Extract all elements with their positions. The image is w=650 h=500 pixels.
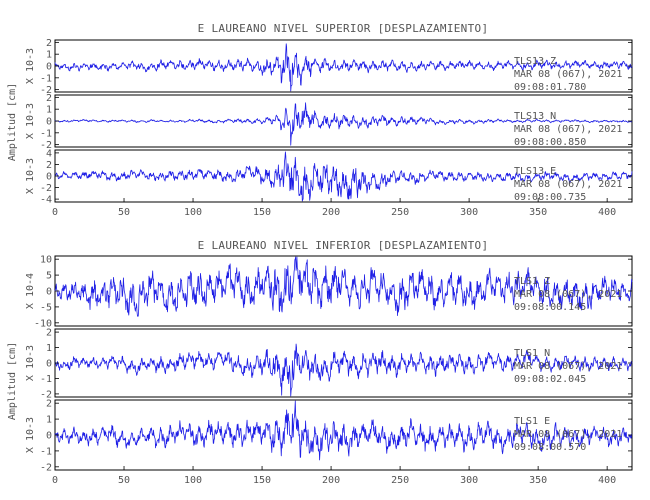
x-tick-label: 0 [52, 475, 58, 486]
y-tick-label-tls13-e: -2 [40, 183, 52, 194]
date-label-tls13-n: MAR 08 (067), 2021 [514, 124, 622, 135]
y-tick-label-tls1-z: -10 [34, 318, 52, 329]
station-label-tls1-n: TLS1 N [514, 348, 550, 359]
trace-tls1-n [54, 343, 633, 397]
chart-title-superior: E LAUREANO NIVEL SUPERIOR [DESPLAZAMIENT… [198, 22, 489, 35]
scale-label-tls13-e: X 10-3 [25, 158, 36, 194]
x-tick-label: 150 [253, 475, 271, 486]
trace-tls13-n [54, 102, 633, 146]
trace-tls1-e [54, 400, 633, 461]
x-tick-label: 250 [391, 207, 409, 218]
y-tick-label-tls13-e: 4 [46, 148, 52, 159]
y-tick-label-tls13-z: 0 [46, 62, 52, 73]
x-tick-label: 150 [253, 207, 271, 218]
y-tick-label-tls1-n: 0 [46, 359, 52, 370]
x-tick-label: 350 [529, 475, 547, 486]
station-label-tls13-e: TLS13 E [514, 166, 556, 177]
date-label-tls13-e: MAR 08 (067), 2021 [514, 179, 622, 190]
y-tick-label-tls13-n: 1 [46, 105, 52, 116]
x-tick-label: 50 [118, 475, 130, 486]
y-tick-label-tls13-z: -1 [40, 73, 52, 84]
date-label-tls1-e: MAR 08 (067), 2021 [514, 429, 622, 440]
y-tick-label-tls1-e: 2 [46, 399, 52, 410]
panel-tls1-n: X 10-3 TLS1 N MAR 08 (067), 2021 09:08:0… [25, 328, 633, 400]
y-tick-label-tls13-e: -4 [40, 195, 52, 206]
y-tick-label-tls1-n: -2 [40, 389, 52, 400]
time-label-tls13-n: 09:08:00.850 [514, 137, 586, 148]
x-tick-label: 400 [598, 475, 616, 486]
y-tick-label-tls13-n: 0 [46, 117, 52, 128]
y-tick-label-tls13-z: 2 [46, 38, 52, 49]
y-tick-label-tls1-z: -5 [40, 302, 52, 313]
y-tick-label-tls1-z: 10 [40, 255, 52, 266]
x-tick-label: 0 [52, 207, 58, 218]
panel-tls13-e: X 10-3 TLS13 E MAR 08 (067), 2021 09:08:… [25, 148, 633, 206]
y-tick-label-tls1-n: 1 [46, 343, 52, 354]
waveform-tls1-e [54, 400, 633, 461]
x-tick-label: 100 [184, 475, 202, 486]
station-label-tls1-z: TLS1 Z [514, 276, 550, 287]
waveform-tls13-n [54, 102, 633, 146]
y-tick-label-tls13-e: 2 [46, 160, 52, 171]
x-tick-label: 250 [391, 475, 409, 486]
date-label-tls1-z: MAR 08 (067), 2021 [514, 289, 622, 300]
y-tick-label-tls13-n: -1 [40, 128, 52, 139]
time-label-tls1-n: 09:08:02.045 [514, 374, 586, 385]
y-tick-label-tls1-z: 5 [46, 271, 52, 282]
waveform-tls1-n [54, 343, 633, 397]
waveform-tls13-e [54, 151, 633, 202]
panel-tls13-z: X 10-3 TLS13 Z MAR 08 (067), 2021 09:08:… [25, 38, 633, 96]
x-tick-label: 400 [598, 207, 616, 218]
x-tick-label: 200 [322, 475, 340, 486]
y-tick-label-tls13-e: 0 [46, 172, 52, 183]
date-label-tls1-n: MAR 08 (067), 2021 [514, 361, 622, 372]
y-tick-label-tls1-e: -1 [40, 446, 52, 457]
ylabel-superior: Amplitud [cm] [7, 83, 18, 161]
chart-title-inferior: E LAUREANO NIVEL INFERIOR [DESPLAZAMIENT… [198, 239, 489, 252]
y-tick-label-tls1-n: 2 [46, 328, 52, 339]
y-tick-label-tls13-n: -2 [40, 140, 52, 151]
y-tick-label-tls13-n: 2 [46, 93, 52, 104]
ylabel-inferior: Amplitud [cm] [7, 342, 18, 420]
trace-tls13-z [54, 43, 633, 92]
y-tick-label-tls1-n: -1 [40, 374, 52, 385]
y-tick-label-tls1-e: 1 [46, 415, 52, 426]
scale-label-tls13-z: X 10-3 [25, 48, 36, 84]
station-label-tls1-e: TLS1 E [514, 416, 550, 427]
x-axis-inferior: 0 50 100 150 200 250 300 350 400 [52, 466, 616, 486]
station-label-tls13-n: TLS13 N [514, 111, 556, 122]
time-label-tls13-e: 09:08:00.735 [514, 192, 586, 203]
trace-tls13-e [54, 151, 633, 202]
time-label-tls13-z: 09:08:01.780 [514, 82, 586, 93]
scale-label-tls1-n: X 10-3 [25, 345, 36, 381]
x-tick-label: 300 [460, 207, 478, 218]
y-tick-label-tls1-e: 0 [46, 431, 52, 442]
panel-tls1-e: X 10-3 TLS1 E MAR 08 (067), 2021 09:08:0… [25, 399, 633, 473]
y-tick-label-tls13-z: 1 [46, 50, 52, 61]
waveform-tls13-z [54, 43, 633, 92]
y-tick-label-tls1-z: 0 [46, 287, 52, 298]
x-tick-label: 350 [529, 207, 547, 218]
scale-label-tls13-n: X 10-3 [25, 103, 36, 139]
x-tick-label: 100 [184, 207, 202, 218]
x-tick-label: 200 [322, 207, 340, 218]
panel-tls1-z: X 10-4 TLS1 Z MAR 08 (067), 2021 09:08:0… [25, 255, 633, 329]
station-label-tls13-z: TLS13 Z [514, 56, 556, 67]
scale-label-tls1-e: X 10-3 [25, 417, 36, 453]
panel-tls13-n: X 10-3 TLS13 N MAR 08 (067), 2021 09:08:… [25, 93, 633, 151]
trace-tls1-z [54, 256, 633, 317]
y-tick-label-tls13-z: -2 [40, 85, 52, 96]
waveform-tls1-z [54, 256, 633, 317]
x-tick-label: 50 [118, 207, 130, 218]
time-label-tls1-e: 09:08:00.570 [514, 442, 586, 453]
scale-label-tls1-z: X 10-4 [25, 273, 36, 309]
date-label-tls13-z: MAR 08 (067), 2021 [514, 69, 622, 80]
x-tick-label: 300 [460, 475, 478, 486]
x-axis-superior: 0 50 100 150 200 250 300 350 400 [52, 198, 616, 218]
time-label-tls1-z: 09:08:00.145 [514, 302, 586, 313]
y-tick-label-tls1-e: -2 [40, 462, 52, 473]
